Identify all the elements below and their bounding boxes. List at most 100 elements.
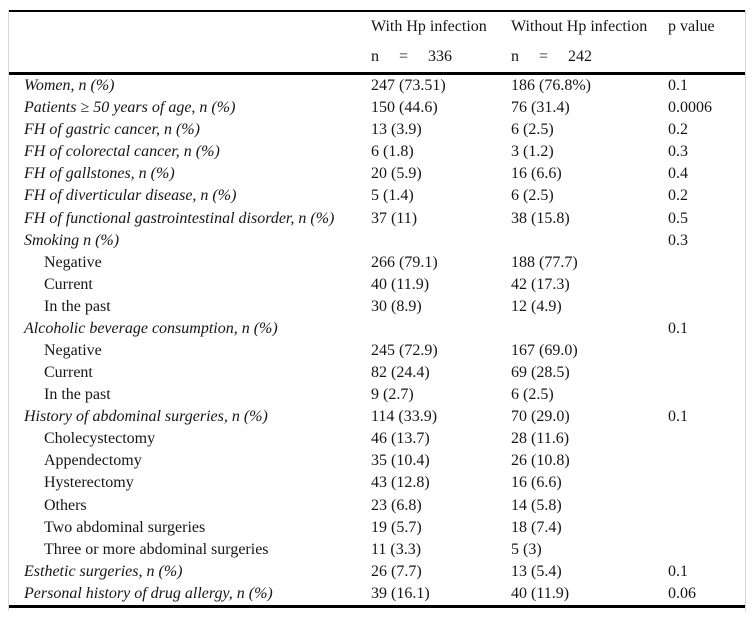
table-row: History of abdominal surgeries, n (%) 11… (9, 406, 745, 428)
row-label: Current (44, 364, 93, 382)
table-row: Hysterectomy 43 (12.8) 16 (6.6) (9, 472, 745, 494)
row-label: Appendectomy (44, 452, 142, 470)
cell-with-hp: 266 (79.1) (371, 253, 438, 271)
cell-without-hp: 16 (6.6) (511, 474, 562, 492)
table-row: Esthetic surgeries, n (%) 26 (7.7) 13 (5… (9, 561, 745, 583)
table-row: Women, n (%) 247 (73.51) 186 (76.8%) 0.1 (9, 75, 745, 97)
cell-with-hp: 26 (7.7) (371, 562, 422, 580)
cell-with-hp: 23 (6.8) (371, 496, 422, 514)
cell-without-hp: 6 (2.5) (511, 187, 554, 205)
cell-with-hp: 20 (5.9) (371, 165, 422, 183)
n-with-hp-text: n = 336 (371, 48, 453, 65)
cell-without-hp: 69 (28.5) (511, 364, 570, 382)
cell-with-hp: 5 (1.4) (371, 187, 414, 205)
header-title-row: With Hp infection Without Hp infection p… (9, 12, 745, 42)
table-row: FH of colorectal cancer, n (%) 6 (1.8) 3… (9, 141, 745, 163)
table-row: In the past 30 (8.9) 12 (4.9) (9, 296, 745, 318)
row-label: In the past (44, 386, 111, 404)
row-label: Two abdominal surgeries (44, 518, 206, 536)
cell-with-hp: 13 (3.9) (371, 121, 422, 139)
table-rows: Women, n (%) 247 (73.51) 186 (76.8%) 0.1… (9, 75, 745, 605)
table-row: Negative 245 (72.9) 167 (69.0) (9, 340, 745, 362)
cell-without-hp: 16 (6.6) (511, 165, 562, 183)
comparison-table: With Hp infection Without Hp infection p… (8, 10, 746, 611)
cell-p: 0.4 (668, 165, 688, 183)
cell-p: 0.1 (668, 319, 688, 337)
table-top-rule (9, 10, 745, 12)
cell-with-hp: 37 (11) (371, 209, 418, 227)
cell-without-hp: 70 (29.0) (511, 408, 570, 426)
row-label: In the past (44, 297, 111, 315)
cell-without-hp: 6 (2.5) (511, 121, 554, 139)
header-n-row: n = 336 n = 242 (9, 42, 745, 72)
row-label: FH of diverticular disease, n (%) (24, 187, 237, 205)
header-n-with-hp: n = 336 (371, 49, 511, 65)
cell-without-hp: 28 (11.6) (511, 430, 570, 448)
cell-p: 0.3 (668, 143, 688, 161)
row-label: Women, n (%) (24, 77, 115, 95)
header-separator-rule (9, 72, 745, 75)
cell-without-hp: 18 (7.4) (511, 518, 562, 536)
cell-without-hp: 38 (15.8) (511, 209, 570, 227)
table-header: With Hp infection Without Hp infection p… (9, 12, 745, 72)
row-label: Esthetic surgeries, n (%) (24, 562, 183, 580)
cell-with-hp: 6 (1.8) (371, 143, 414, 161)
row-label: Negative (44, 253, 102, 271)
cell-p: 0.06 (668, 584, 696, 602)
cell-with-hp: 35 (10.4) (371, 452, 430, 470)
row-label: Personal history of drug allergy, n (%) (24, 584, 273, 602)
cell-with-hp: 247 (73.51) (371, 77, 446, 95)
table-row: FH of gallstones, n (%) 20 (5.9) 16 (6.6… (9, 163, 745, 185)
cell-without-hp: 13 (5.4) (511, 562, 562, 580)
table-row: Negative 266 (79.1) 188 (77.7) (9, 252, 745, 274)
cell-with-hp: 43 (12.8) (371, 474, 430, 492)
row-label: Cholecystectomy (44, 430, 156, 448)
cell-with-hp: 40 (11.9) (371, 275, 430, 293)
cell-p: 0.0006 (668, 99, 712, 117)
cell-without-hp: 42 (17.3) (511, 275, 570, 293)
cell-without-hp: 3 (1.2) (511, 143, 554, 161)
cell-with-hp: 19 (5.7) (371, 518, 422, 536)
cell-p: 0.3 (668, 231, 688, 249)
row-label: Smoking n (%) (24, 231, 120, 249)
cell-without-hp: 5 (3) (511, 540, 542, 558)
cell-p: 0.1 (668, 562, 688, 580)
table-row: Current 40 (11.9) 42 (17.3) (9, 274, 745, 296)
row-label: Hysterectomy (44, 474, 134, 492)
row-label: Current (44, 275, 93, 293)
row-label: FH of colorectal cancer, n (%) (24, 143, 220, 161)
cell-without-hp: 188 (77.7) (511, 253, 578, 271)
row-label: FH of gastric cancer, n (%) (24, 121, 200, 139)
row-label: Alcoholic beverage consumption, n (%) (24, 319, 278, 337)
row-label: Three or more abdominal surgeries (44, 540, 269, 558)
cell-with-hp: 150 (44.6) (371, 99, 438, 117)
n-without-hp-text: n = 242 (511, 48, 593, 65)
cell-without-hp: 186 (76.8%) (511, 77, 591, 95)
table-row: FH of gastric cancer, n (%) 13 (3.9) 6 (… (9, 119, 745, 141)
table-row: Three or more abdominal surgeries 11 (3.… (9, 539, 745, 561)
cell-p: 0.2 (668, 187, 688, 205)
cell-without-hp: 26 (10.8) (511, 452, 570, 470)
row-label: Patients ≥ 50 years of age, n (%) (24, 99, 236, 117)
cell-without-hp: 167 (69.0) (511, 341, 578, 359)
cell-p: 0.2 (668, 121, 688, 139)
cell-p: 0.1 (668, 408, 688, 426)
table-row: Current 82 (24.4) 69 (28.5) (9, 362, 745, 384)
cell-with-hp: 82 (24.4) (371, 364, 430, 382)
cell-without-hp: 6 (2.5) (511, 386, 554, 404)
cell-without-hp: 12 (4.9) (511, 297, 562, 315)
cell-p: 0.1 (668, 77, 688, 95)
table-row: Others 23 (6.8) 14 (5.8) (9, 494, 745, 516)
cell-without-hp: 14 (5.8) (511, 496, 562, 514)
cell-with-hp: 30 (8.9) (371, 297, 422, 315)
table-row: Personal history of drug allergy, n (%) … (9, 583, 745, 605)
table-row: FH of diverticular disease, n (%) 5 (1.4… (9, 185, 745, 207)
row-label: Negative (44, 341, 102, 359)
row-label: FH of functional gastrointestinal disord… (24, 209, 335, 227)
cell-without-hp: 40 (11.9) (511, 584, 570, 602)
table-row: FH of functional gastrointestinal disord… (9, 207, 745, 229)
header-n-without-hp: n = 242 (511, 49, 668, 65)
row-label: History of abdominal surgeries, n (%) (24, 408, 268, 426)
table-row: Cholecystectomy 46 (13.7) 28 (11.6) (9, 428, 745, 450)
